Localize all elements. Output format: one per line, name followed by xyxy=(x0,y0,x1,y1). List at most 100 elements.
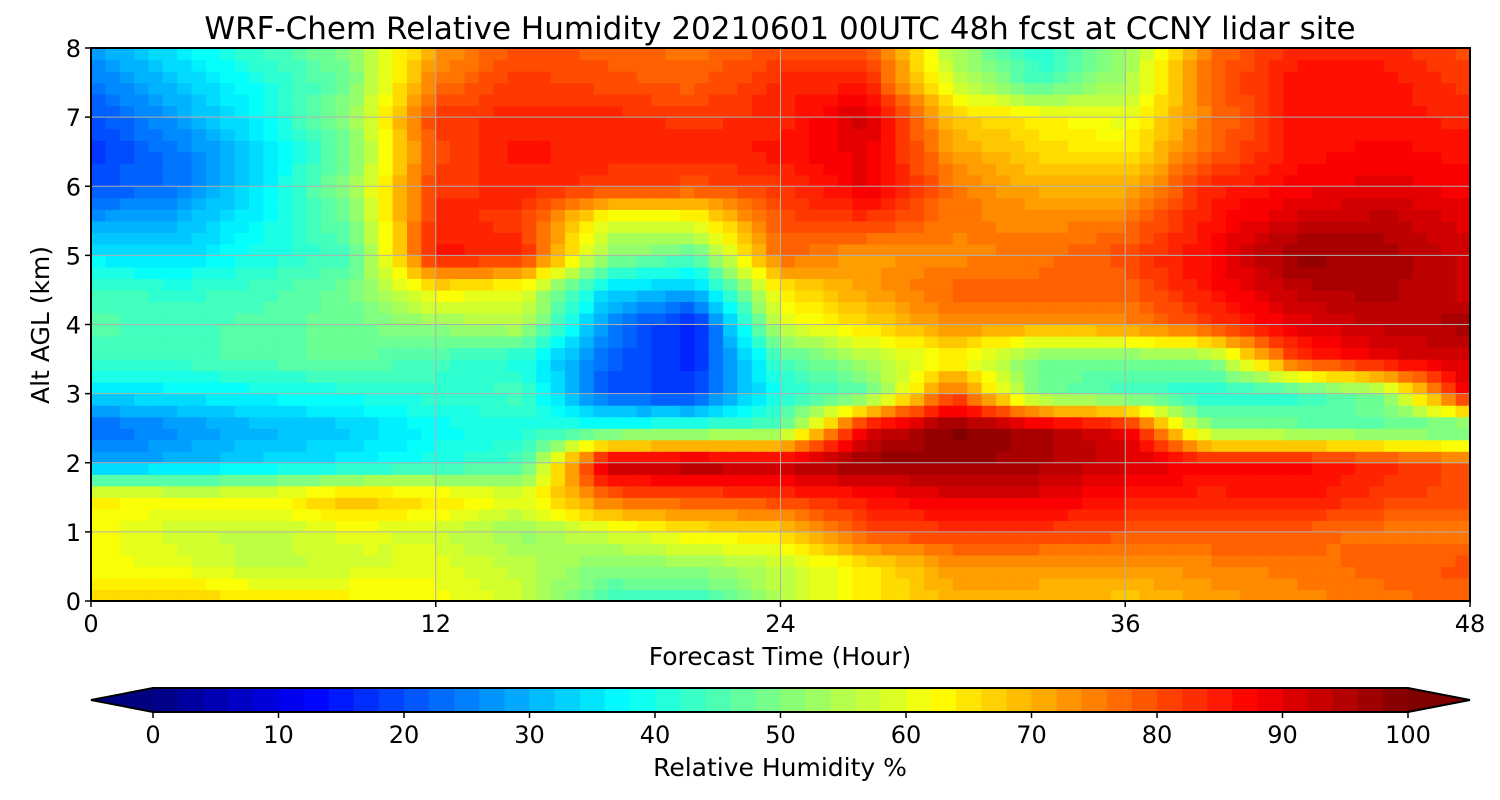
heatmap-cell xyxy=(536,508,552,521)
heatmap-cell xyxy=(1010,497,1026,510)
heatmap-cell xyxy=(1426,220,1442,233)
colorbar-tick-label: 50 xyxy=(765,721,796,749)
heatmap-cell xyxy=(981,117,997,130)
heatmap-cell xyxy=(723,243,738,256)
heatmap-cell xyxy=(1010,451,1026,464)
heatmap-cell xyxy=(708,497,724,510)
heatmap-cell xyxy=(1039,117,1055,130)
heatmap-cell xyxy=(794,428,810,441)
heatmap-cell xyxy=(809,439,825,452)
heatmap-cell xyxy=(751,554,767,568)
heatmap-cell xyxy=(249,312,264,326)
heatmap-cell xyxy=(1153,186,1169,199)
heatmap-cell xyxy=(1369,370,1385,383)
heatmap-cell xyxy=(493,197,509,210)
heatmap-cell xyxy=(306,220,322,233)
heatmap-cell xyxy=(1297,347,1313,360)
heatmap-cell xyxy=(392,577,408,591)
heatmap-cell xyxy=(837,336,853,349)
heatmap-cell xyxy=(622,266,638,280)
heatmap-cell xyxy=(148,382,164,395)
heatmap-cell xyxy=(1455,140,1470,153)
heatmap-cell xyxy=(823,71,839,84)
heatmap-cell xyxy=(234,336,250,349)
heatmap-cell xyxy=(205,531,221,544)
heatmap-cell xyxy=(1110,508,1126,521)
heatmap-cell xyxy=(450,312,466,326)
heatmap-cell xyxy=(335,405,351,418)
heatmap-cell xyxy=(952,59,968,72)
heatmap-cell xyxy=(737,163,753,176)
heatmap-cell xyxy=(550,474,566,487)
heatmap-cell xyxy=(493,94,509,107)
heatmap-cell xyxy=(909,554,925,568)
heatmap-cell xyxy=(1197,589,1213,601)
heatmap-cell xyxy=(1139,197,1155,210)
heatmap-cell xyxy=(177,312,193,326)
heatmap-cell xyxy=(1369,508,1385,521)
heatmap-cell xyxy=(363,382,379,395)
heatmap-cell xyxy=(780,543,796,556)
heatmap-cell xyxy=(277,82,293,95)
heatmap-cell xyxy=(234,393,250,406)
heatmap-cell xyxy=(507,382,523,395)
heatmap-cell xyxy=(679,105,695,118)
heatmap-cell xyxy=(665,82,681,95)
heatmap-cell xyxy=(1125,497,1141,510)
heatmap-cell xyxy=(1426,140,1442,153)
heatmap-cell xyxy=(1297,451,1313,464)
heatmap-cell xyxy=(1283,163,1299,176)
heatmap-cell xyxy=(349,209,365,222)
heatmap-cell xyxy=(421,140,437,153)
heatmap-cell xyxy=(967,347,983,360)
heatmap-cell xyxy=(148,232,164,245)
heatmap-cell xyxy=(249,485,264,498)
heatmap-cell xyxy=(378,428,394,441)
heatmap-cell xyxy=(1024,163,1040,176)
heatmap-cell xyxy=(751,312,767,326)
heatmap-cell xyxy=(1039,428,1055,441)
heatmap-cell xyxy=(1426,82,1442,95)
heatmap-cell xyxy=(191,128,207,141)
heatmap-cell xyxy=(349,117,365,130)
heatmap-cell xyxy=(1369,151,1385,164)
heatmap-cell xyxy=(1182,370,1198,383)
heatmap-cell xyxy=(636,554,652,568)
heatmap-cell xyxy=(608,128,624,141)
heatmap-cell xyxy=(119,474,135,487)
heatmap-cell xyxy=(723,94,738,107)
heatmap-cell xyxy=(809,347,825,360)
heatmap-cell xyxy=(1110,520,1126,533)
heatmap-cell xyxy=(565,105,580,118)
heatmap-cell xyxy=(1153,94,1169,107)
heatmap-cell xyxy=(234,232,250,245)
heatmap-cell xyxy=(651,209,667,222)
heatmap-cell xyxy=(119,151,135,164)
heatmap-cell xyxy=(392,520,408,533)
heatmap-cell xyxy=(392,174,408,187)
heatmap-cell xyxy=(478,197,494,210)
heatmap-cell xyxy=(1139,163,1155,176)
heatmap-cell xyxy=(392,220,408,233)
heatmap-cell xyxy=(421,577,437,591)
heatmap-cell xyxy=(1455,382,1470,395)
heatmap-cell xyxy=(162,520,178,533)
heatmap-cell xyxy=(1426,543,1442,556)
heatmap-cell xyxy=(1283,393,1299,406)
heatmap-cell xyxy=(852,48,868,61)
heatmap-cell xyxy=(895,451,911,464)
heatmap-cell xyxy=(1311,128,1327,141)
heatmap-cell xyxy=(651,531,667,544)
heatmap-cell xyxy=(1398,209,1414,222)
heatmap-cell xyxy=(1426,186,1442,199)
heatmap-cell xyxy=(1082,497,1098,510)
heatmap-cell xyxy=(1441,324,1457,337)
heatmap-cell xyxy=(1441,243,1457,256)
heatmap-cell xyxy=(636,451,652,464)
heatmap-cell xyxy=(349,485,365,498)
heatmap-cell xyxy=(995,497,1011,510)
heatmap-cell xyxy=(1211,82,1227,95)
heatmap-cell xyxy=(349,243,365,256)
heatmap-cell xyxy=(1326,543,1342,556)
heatmap-cell xyxy=(1168,543,1184,556)
